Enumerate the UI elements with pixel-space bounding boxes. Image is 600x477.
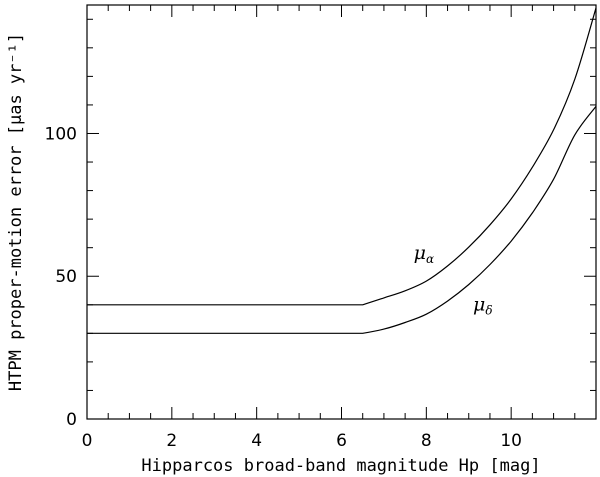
series-line-1 bbox=[87, 106, 597, 334]
y-tick-label: 0 bbox=[66, 410, 77, 430]
plot-frame bbox=[86, 4, 597, 420]
x-tick-label: 2 bbox=[166, 431, 177, 451]
y-tick-label: 100 bbox=[45, 124, 77, 144]
x-tick-label: 8 bbox=[421, 431, 432, 451]
x-axis-label: Hipparcos broad-band magnitude Hp [mag] bbox=[141, 456, 540, 476]
y-tick-label: 50 bbox=[55, 267, 77, 287]
series-line-0 bbox=[87, 7, 597, 306]
axis-ticks bbox=[86, 5, 597, 420]
series-curves bbox=[87, 7, 597, 334]
y-axis-label: HTPM proper-motion error [μas yr⁻¹] bbox=[6, 33, 26, 391]
series-label-1: μδ bbox=[473, 294, 493, 318]
x-tick-label: 10 bbox=[500, 431, 522, 451]
series-labels: μα μδ bbox=[414, 242, 493, 317]
series-label-0: μα bbox=[414, 242, 434, 266]
x-tick-label: 0 bbox=[82, 431, 93, 451]
x-tick-label: 6 bbox=[336, 431, 347, 451]
x-tick-label: 4 bbox=[251, 431, 262, 451]
